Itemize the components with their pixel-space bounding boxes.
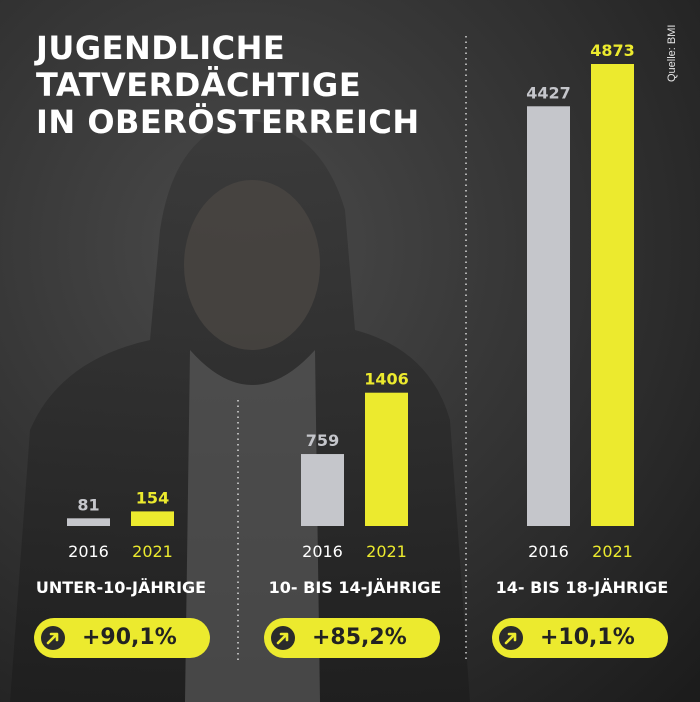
- year-label-10-14-2021: 2021: [366, 542, 407, 561]
- title-line-1: JUGENDLICHE: [36, 29, 286, 67]
- year-label-under-10-2016: 2016: [68, 542, 109, 561]
- change-value: +10,1%: [540, 625, 635, 650]
- change-value: +90,1%: [82, 625, 177, 650]
- change-value: +85,2%: [312, 625, 407, 650]
- title-line-3: IN OBERÖSTERREICH: [36, 103, 420, 141]
- change-badge-under-10: +90,1%: [34, 618, 210, 658]
- year-label-14-18-2021: 2021: [592, 542, 633, 561]
- bar-under-10-2016: [67, 518, 110, 526]
- group-label-under-10: UNTER-10-JÄHRIGE: [35, 578, 207, 597]
- group-label-14-18: 14- BIS 18-JÄHRIGE: [495, 578, 669, 597]
- value-label-under-10-2016: 81: [77, 495, 99, 514]
- change-badge-14-18: +10,1%: [492, 618, 668, 658]
- title-line-2: TATVERDÄCHTIGE: [36, 66, 362, 104]
- value-label-14-18-2021: 4873: [590, 41, 635, 60]
- chart-title: JUGENDLICHE TATVERDÄCHTIGE IN OBERÖSTERR…: [36, 30, 420, 141]
- face-shadow: [184, 180, 320, 350]
- value-label-14-18-2016: 4427: [526, 83, 571, 102]
- bar-10-14-2016: [301, 454, 344, 526]
- value-label-10-14-2016: 759: [306, 431, 339, 450]
- bar-10-14-2021: [365, 392, 408, 526]
- bar-under-10-2021: [131, 511, 174, 526]
- bar-14-18-2016: [527, 106, 570, 526]
- arrow-up-right-icon: [271, 626, 295, 650]
- change-badge-10-14: +85,2%: [264, 618, 440, 658]
- value-label-10-14-2021: 1406: [364, 370, 409, 389]
- year-label-14-18-2016: 2016: [528, 542, 569, 561]
- arrow-up-right-icon: [41, 626, 65, 650]
- arrow-up-right-icon: [499, 626, 523, 650]
- year-label-under-10-2021: 2021: [132, 542, 173, 561]
- bar-14-18-2021: [591, 64, 634, 526]
- value-label-under-10-2021: 154: [136, 488, 169, 507]
- group-label-10-14: 10- BIS 14-JÄHRIGE: [268, 578, 442, 597]
- shirt: [185, 350, 320, 702]
- year-label-10-14-2016: 2016: [302, 542, 343, 561]
